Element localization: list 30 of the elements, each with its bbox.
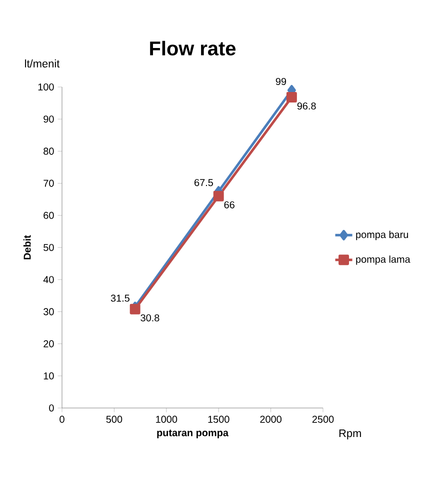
chart-title: Flow rate: [150, 40, 236, 56]
y-tick-label: 100: [38, 83, 54, 91]
x-axis-title: putaran pompa: [157, 430, 229, 438]
y-tick-label: 50: [44, 244, 54, 252]
y-tick-label: 60: [44, 212, 54, 219]
data-label: 31.5: [110, 294, 130, 302]
y-axis-title: Debit: [23, 235, 31, 260]
data-label: 67.5: [194, 179, 213, 186]
data-label: 99: [276, 78, 286, 86]
y-tick-label: 30: [44, 308, 54, 316]
x-tick-label: 1500: [208, 416, 230, 423]
x-tick-label: 0: [60, 416, 64, 423]
x-tick-label: 1000: [156, 416, 178, 423]
text: lt/menit: [25, 59, 60, 68]
x-tick-label: 2500: [312, 416, 334, 423]
x-tick-label: 500: [106, 416, 122, 423]
data-label: 96.8: [297, 102, 316, 110]
y-tick-label: 80: [44, 148, 54, 155]
y-tick-label: 90: [44, 116, 54, 123]
legend-label: pompa baru: [356, 230, 408, 240]
text: Rpm: [339, 430, 361, 440]
y-tick-label: 70: [44, 180, 54, 187]
y-tick-label: 10: [44, 372, 54, 380]
y-tick-label: 0: [49, 404, 54, 412]
y-tick-label: 20: [44, 340, 54, 348]
y-tick-label: 40: [43, 276, 54, 284]
x-tick-label: 2000: [260, 416, 282, 423]
data-label: 30.8: [140, 314, 160, 322]
data-label: 66: [224, 201, 234, 208]
legend-label: pompa lama: [356, 255, 410, 265]
